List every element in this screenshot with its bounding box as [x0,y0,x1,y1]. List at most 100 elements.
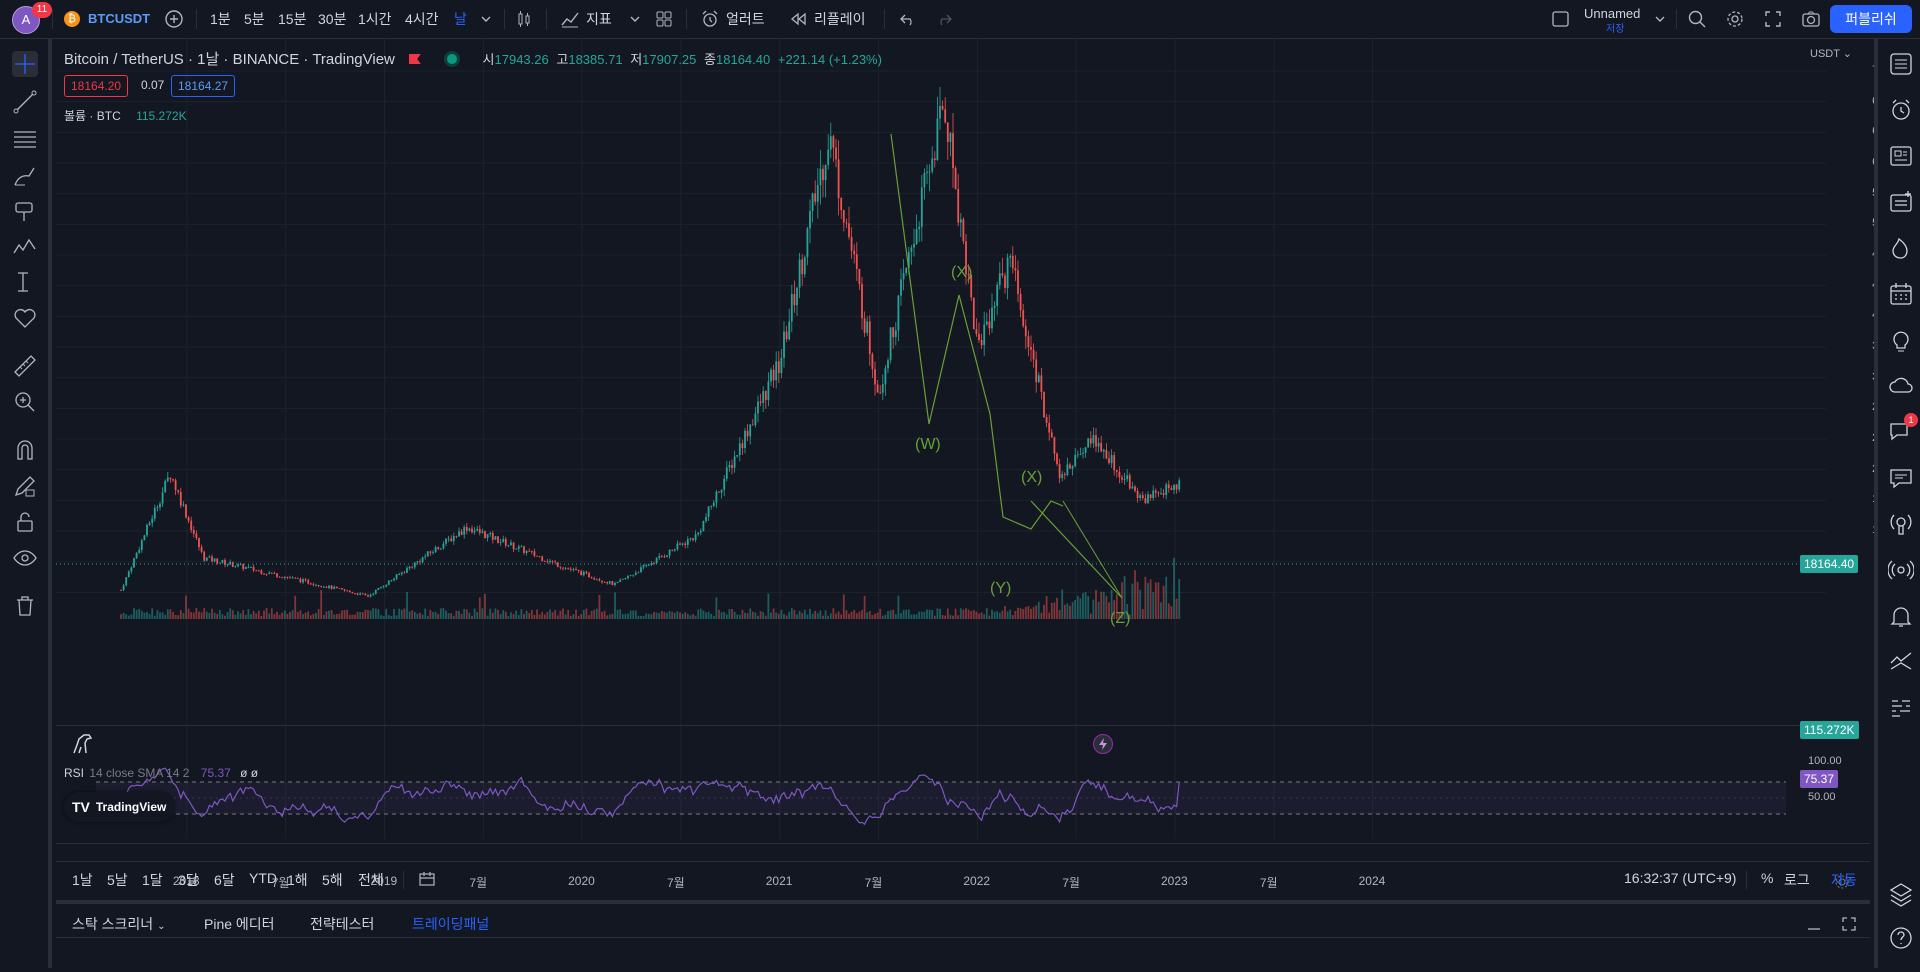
crosshair-icon[interactable] [12,51,38,77]
market-status-icon[interactable] [446,54,457,64]
trend-line-icon[interactable] [12,89,38,115]
ideas-lightbulb-icon[interactable] [1888,327,1914,353]
fib-retracement-icon[interactable] [12,125,38,151]
redo-icon[interactable] [934,9,954,29]
alerts-clock-icon[interactable] [1888,97,1914,123]
chats-icon[interactable]: 1 [1888,413,1918,445]
interval-1m[interactable]: 1분 [210,11,231,27]
broadcast-icon[interactable] [1888,511,1914,537]
chart-area[interactable]: Bitcoin / TetherUS · 1날 · BINANCE · Trad… [56,39,1918,890]
heart-icon[interactable] [12,305,38,331]
help-icon[interactable] [1888,925,1914,951]
dinosaur-icon[interactable] [70,729,96,755]
interval-4h[interactable]: 4시간 [405,11,439,27]
publish-button[interactable]: 퍼블리쉬 [1830,5,1912,33]
sell-button[interactable]: 18164.20 [64,75,129,97]
lock-pencil-icon[interactable] [12,473,38,499]
streams-cloud-icon[interactable] [1888,373,1914,399]
rsi-legend[interactable]: RSI 14 close SMA 14 2 75.37 ø ø [64,766,258,780]
compare-add-icon[interactable] [164,9,184,29]
symbol-search-button[interactable]: BTCUSDT [88,11,151,26]
tab-trading-panel[interactable]: 트레이딩패널 [412,916,490,932]
currency-selector[interactable]: USDT ⌄ [1810,48,1853,60]
candle [699,530,702,533]
volume-legend[interactable]: 볼륨 · BTC 115.272K [64,107,187,124]
range-1m[interactable]: 1달 [142,872,163,888]
settings-gear-icon[interactable] [1834,874,1850,890]
trash-icon[interactable] [12,593,38,619]
camera-icon[interactable] [1801,9,1821,29]
tradingview-logo[interactable]: TV TradingView [64,792,175,822]
range-6m[interactable]: 6달 [214,872,235,888]
auto-toggle[interactable]: 자동 [1831,872,1857,888]
checkbox-icon[interactable] [1551,9,1571,29]
layout-name[interactable]: Unnamed [1584,6,1641,21]
lock-icon[interactable] [12,509,38,535]
calendar-icon[interactable] [1888,281,1914,307]
eye-icon[interactable] [12,545,38,571]
signal-icon[interactable] [1887,557,1915,583]
ruler-icon[interactable] [12,353,38,379]
range-5d[interactable]: 5날 [107,872,128,888]
magnet-icon[interactable] [12,437,38,463]
tab-strategy-tester[interactable]: 전략테스터 [310,916,375,932]
candle [632,574,635,576]
legend-title[interactable]: Bitcoin / TetherUS · 1날 · BINANCE · Trad… [64,51,395,68]
interval-day[interactable]: 날 [454,11,467,27]
indicators-button[interactable]: 지표 [586,11,612,27]
maximize-icon[interactable] [1841,916,1857,932]
alert-button[interactable]: 얼러트 [726,11,765,27]
range-1d[interactable]: 1날 [72,872,93,888]
chevron-down-icon[interactable] [1650,9,1670,29]
range-1y[interactable]: 1해 [287,872,308,888]
candles-icon[interactable] [514,9,534,29]
candle [663,556,666,558]
brush-icon[interactable] [12,163,38,189]
range-ytd[interactable]: YTD [249,870,277,886]
flag-icon[interactable] [408,54,421,64]
clock-time[interactable]: 16:32:37 (UTC+9) [1624,870,1737,886]
data-window-icon[interactable] [1888,189,1914,215]
notifications-bell-icon[interactable] [1888,603,1914,629]
buy-button[interactable]: 18164.27 [171,75,236,97]
hotlist-fire-icon[interactable] [1888,235,1914,261]
percent-toggle[interactable]: % [1761,870,1774,886]
news-icon[interactable] [1888,143,1914,169]
indicators-icon[interactable] [560,9,580,29]
fullscreen-icon[interactable] [1763,9,1783,29]
alarm-icon[interactable] [700,9,720,29]
volume-bar [1048,612,1051,619]
range-all[interactable]: 전체 [358,872,384,888]
tab-stock-screener[interactable]: 스탁 스크리너 ⌄ [72,914,165,934]
range-3m[interactable]: 3달 [178,872,199,888]
private-chats-icon[interactable] [1888,465,1914,491]
chevron-down-icon[interactable] [476,9,496,29]
pattern-icon[interactable] [12,233,38,259]
range-5y[interactable]: 5해 [322,872,343,888]
chevron-down-icon[interactable] [625,9,645,29]
search-icon[interactable] [1687,9,1707,29]
watchlist-icon[interactable] [1888,51,1914,77]
layout-grid-icon[interactable] [654,9,674,29]
log-toggle[interactable]: 로그 [1784,872,1810,888]
gear-icon[interactable] [1725,9,1745,29]
lightning-icon[interactable] [1093,734,1113,754]
candle [611,581,614,585]
replay-icon[interactable] [788,9,808,29]
text-tool-icon[interactable] [12,199,38,225]
trading-panel-icon[interactable] [1888,649,1914,675]
minimize-icon[interactable] [1806,916,1822,932]
undo-icon[interactable] [898,9,918,29]
dom-icon[interactable] [1888,695,1914,721]
interval-1h[interactable]: 1시간 [358,11,392,27]
goto-date-icon[interactable] [418,870,436,888]
replay-button[interactable]: 리플레이 [814,11,866,27]
interval-15m[interactable]: 15분 [278,11,307,27]
zoom-in-icon[interactable] [12,389,38,415]
tab-pine-editor[interactable]: Pine 에디터 [204,916,275,932]
chart-canvas[interactable] [56,39,1870,854]
layers-icon[interactable] [1888,881,1914,907]
measure-icon[interactable] [12,269,38,295]
interval-5m[interactable]: 5분 [244,11,265,27]
interval-30m[interactable]: 30분 [318,11,347,27]
